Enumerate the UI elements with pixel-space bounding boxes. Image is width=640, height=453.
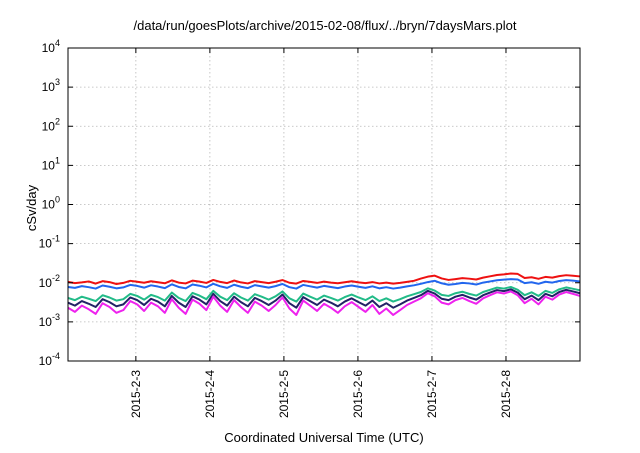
series-line-4: [67, 288, 581, 309]
y-tick-label: 104: [42, 38, 60, 55]
plot-frame: [67, 47, 581, 362]
y-tick-label: 103: [42, 77, 60, 94]
y-tick-label: 10-2: [39, 273, 60, 290]
y-tick-labels: 104 103 102 101 100 10-1 10-2 10-3 10-4: [39, 38, 60, 368]
x-tick-label: 2015-2-5: [277, 370, 291, 418]
y-tick-label: 10-4: [39, 351, 60, 368]
x-tick-label: 2015-2-6: [351, 370, 365, 418]
y-tick-label: 10-3: [39, 312, 60, 329]
grid-lines: [68, 48, 580, 361]
series-line-1: [67, 272, 581, 285]
y-tick-label: 10-1: [39, 234, 60, 251]
y-axis-label: cSv/day: [24, 184, 39, 231]
chart-title: /data/run/goesPlots/archive/2015-02-08/f…: [134, 18, 517, 33]
series-line-5: [67, 290, 581, 316]
y-tick-label: 101: [42, 155, 60, 172]
plot-border: [67, 47, 581, 362]
x-tick-label: 2015-2-4: [203, 370, 217, 418]
x-tick-labels: 2015-2-3 2015-2-4 2015-2-5 2015-2-6 2015-2-7…: [129, 370, 513, 418]
series-line-2: [67, 278, 581, 290]
x-tick-label: 2015-2-3: [129, 370, 143, 418]
series-lines: [67, 272, 581, 316]
x-axis-label: Coordinated Universal Time (UTC): [224, 430, 423, 445]
series-line-3: [67, 285, 581, 303]
y-tick-label: 100: [42, 195, 60, 212]
x-tick-label: 2015-2-7: [425, 370, 439, 418]
y-tick-label: 102: [42, 116, 60, 133]
x-tick-label: 2015-2-8: [499, 370, 513, 418]
